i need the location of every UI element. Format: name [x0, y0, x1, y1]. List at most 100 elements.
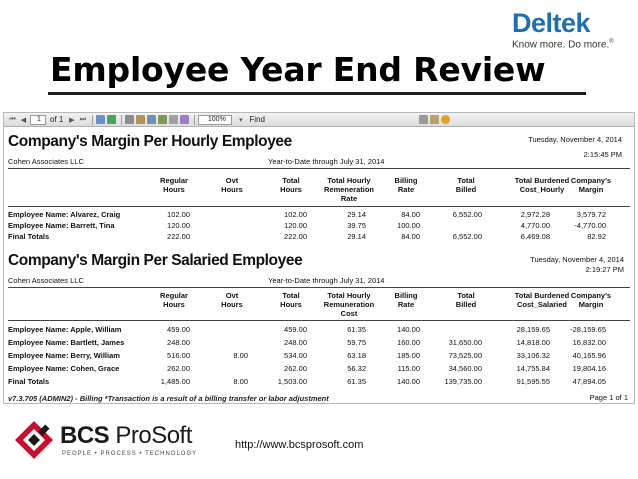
find-label[interactable]: Find	[249, 115, 265, 124]
deltek-tagline: Know more. Do more.®	[512, 39, 632, 50]
column-header: Total Hours	[280, 291, 302, 309]
help-icon[interactable]	[180, 115, 190, 124]
totals-row-cell: 29.14	[347, 232, 366, 241]
bcs-wordmark-rest: ProSoft	[109, 422, 192, 449]
totals-row-cell: 1,485.00	[160, 377, 190, 386]
totals-row-cell: 6,552.00	[452, 232, 482, 241]
column-header: Total Billed	[455, 291, 477, 309]
table-row-cell: 4,770.00	[520, 221, 550, 230]
table-row-cell: 61.35	[347, 325, 366, 334]
table-row-cell: 73,525.00	[448, 351, 482, 360]
totals-row-label: Final Totals	[8, 232, 50, 241]
table-row-cell: 120.00	[167, 221, 190, 230]
column-header: Company's Margin	[570, 176, 612, 194]
bcs-wordmark: BCS ProSoft	[60, 422, 192, 450]
table-row-label: Employee Name: Bartlett, James	[8, 338, 125, 347]
salaried-period: Year-to-Date through July 31, 2014	[268, 276, 385, 285]
totals-row-cell: 139,735.00	[444, 377, 482, 386]
feedback-icon[interactable]	[440, 115, 450, 124]
column-header: Ovt Hours	[221, 176, 243, 194]
website-link[interactable]: http://www.bcsprosoft.com	[235, 439, 364, 451]
table-row-cell: 28,159.65	[516, 325, 550, 334]
table-row-cell: 39.75	[347, 221, 366, 230]
refresh-icon[interactable]	[107, 115, 117, 124]
table-row-cell: 160.00	[397, 338, 420, 347]
table-row-cell: 16,832.00	[572, 338, 606, 347]
binoculars-icon[interactable]	[418, 115, 428, 124]
chevron-down-icon[interactable]: ▾	[239, 116, 243, 124]
salaried-report-date: Tuesday, November 4, 2014	[530, 255, 624, 264]
totals-row-cell: 1,503.00	[277, 377, 307, 386]
bcs-wordmark-bold: BCS	[60, 422, 110, 449]
next-page-icon[interactable]: ▶	[69, 116, 75, 124]
options-icon[interactable]	[429, 115, 439, 124]
table-row-cell: 14,818.00	[516, 338, 550, 347]
table-row-cell: 19,804.16	[572, 364, 606, 373]
totals-row-cell: 6,469.08	[520, 232, 550, 241]
totals-row-cell: 140.00	[397, 377, 420, 386]
export-icon[interactable]	[96, 115, 106, 124]
table-row-cell: 262.00	[284, 364, 307, 373]
table-row-cell: 84.00	[401, 210, 420, 219]
table-row-cell: 102.00	[167, 210, 190, 219]
page-setup-icon[interactable]	[147, 115, 157, 124]
totals-row-cell: 91,595.55	[516, 377, 550, 386]
first-page-icon[interactable]: ⏮	[9, 115, 16, 123]
table-row-label: Employee Name: Alvarez, Craig	[8, 210, 121, 219]
document-map-icon[interactable]	[158, 115, 168, 124]
print-layout-icon[interactable]	[136, 115, 146, 124]
toolbar-divider	[121, 114, 123, 125]
print-icon[interactable]	[125, 115, 135, 124]
zoom-select[interactable]: 100%	[198, 114, 233, 125]
column-header: Billing Rate	[394, 291, 418, 309]
column-header: Total Burdened Cost_Hourly	[514, 176, 570, 194]
hourly-company-name: Cohen Associates LLC	[8, 157, 84, 166]
report-viewer: ⏮ ◀ 1 of 1 ▶ ⏭ 100% ▾ Find Company's Mar…	[3, 112, 635, 404]
table-row-cell: 248.00	[167, 338, 190, 347]
table-row-cell: 516.00	[167, 351, 190, 360]
table-row-cell: 6,552.00	[452, 210, 482, 219]
totals-row-cell: 84.00	[401, 232, 420, 241]
column-header: Ovt Hours	[221, 291, 243, 309]
table-row-label: Employee Name: Apple, William	[8, 325, 122, 334]
hourly-period: Year-to-Date through July 31, 2014	[268, 157, 385, 166]
table-row-cell: 459.00	[167, 325, 190, 334]
table-row-cell: 185.00	[397, 351, 420, 360]
zoom-icon[interactable]	[169, 115, 179, 124]
column-header: Company's Margin	[570, 291, 612, 309]
table-row-cell: 29.14	[347, 210, 366, 219]
page-count-label: of 1	[50, 115, 64, 124]
table-row-cell: 102.00	[284, 210, 307, 219]
salaried-header-divider	[8, 287, 630, 288]
totals-row-cell: 222.00	[167, 232, 190, 241]
table-row-cell: 140.00	[397, 325, 420, 334]
table-row-cell: 56.32	[347, 364, 366, 373]
salaried-company-name: Cohen Associates LLC	[8, 276, 84, 285]
table-row-cell: 120.00	[284, 221, 307, 230]
hourly-report-time: 2:15:45 PM	[583, 150, 622, 159]
bcs-prosoft-logo: BCS ProSoft PEOPLE • PROCESS • TECHNOLOG…	[14, 420, 199, 464]
table-row-label: Employee Name: Cohen, Grace	[8, 364, 120, 373]
column-header: Regular Hours	[160, 291, 188, 309]
table-row-cell: 33,106.32	[516, 351, 550, 360]
table-row-cell: 14,755.84	[516, 364, 550, 373]
footer-note: v7.3.705 (ADMIN2) - Billing *Transaction…	[8, 394, 329, 403]
previous-page-icon[interactable]: ◀	[20, 116, 27, 124]
last-page-icon[interactable]: ⏭	[79, 115, 86, 123]
hourly-report-date: Tuesday, November 4, 2014	[528, 135, 622, 144]
page-number-input[interactable]: 1	[30, 114, 46, 125]
table-row-cell: 8.00	[233, 351, 248, 360]
table-row-cell: 40,165.96	[572, 351, 606, 360]
column-header: Total Hours	[280, 176, 302, 194]
bcs-logo-mark-icon	[15, 421, 53, 459]
table-row-cell: 100.00	[397, 221, 420, 230]
deltek-logo: Deltek Know more. Do more.®	[512, 8, 632, 50]
slide-title: Employee Year End Review	[50, 50, 546, 89]
totals-row-cell: 82.92	[587, 232, 606, 241]
column-header-divider	[8, 206, 630, 207]
column-header: Total Hourly Remuneration Cost	[323, 291, 375, 318]
table-row-label: Employee Name: Berry, William	[8, 351, 120, 360]
salaried-report-title: Company's Margin Per Salaried Employee	[8, 252, 303, 269]
totals-row-cell: 47,894.05	[572, 377, 606, 386]
deltek-reg-mark: ®	[609, 39, 614, 45]
